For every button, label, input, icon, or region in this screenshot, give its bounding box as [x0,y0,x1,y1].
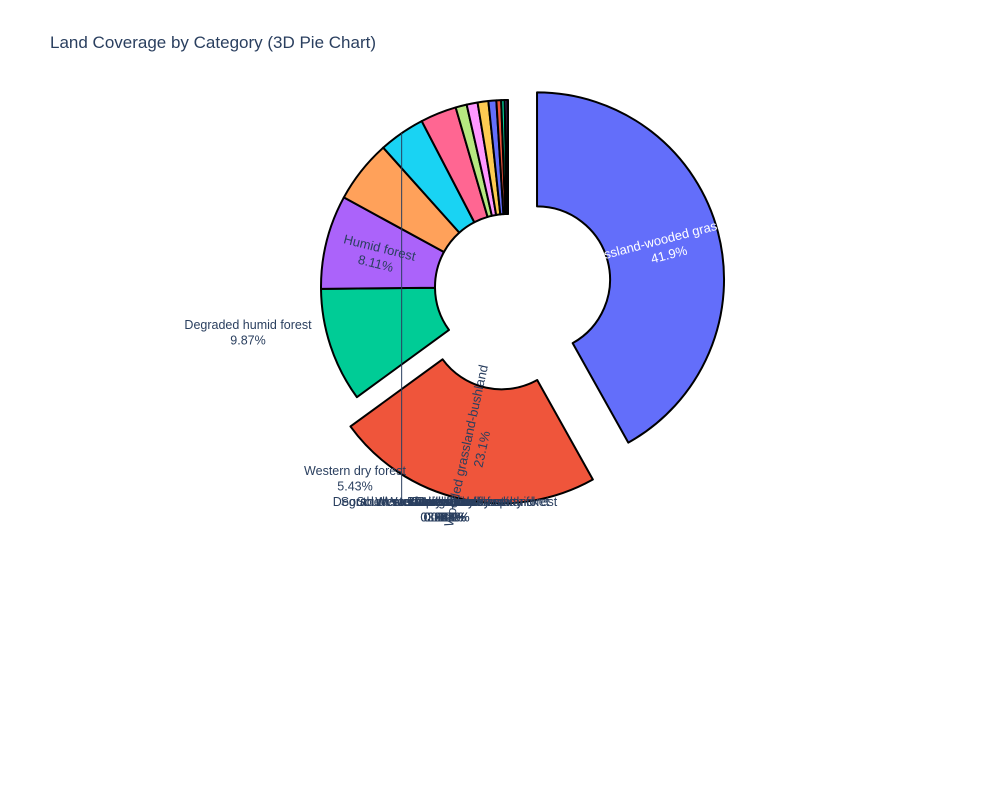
label-degraded-humid-forest: Degraded humid forest 9.87% [184,318,312,348]
label-degraded-south-western-dry-spiny-forest: Degraded south western dry spiny forest 0… [333,495,558,525]
label-cultivation: Cultivation 3.99% [416,495,474,525]
slice-wooded-grassland-bushland[interactable] [349,358,594,505]
label-western-dry-forest: Western dry forest 5.43% [304,464,406,494]
leader-lines [401,133,480,506]
label-bare-soil-rock: Bare soil/rock 0.966% [407,495,483,525]
label-wetlands: Wetlands 0.945% [419,495,471,525]
label-mangroves: Mangroves 0.412% [414,495,476,525]
label-south-western-coastal-bushland: South western coastal bushland 0.302% [356,495,533,525]
chart-title: Land Coverage by Category (3D Pie Chart) [50,33,376,52]
label-tapia-forest: Tapia forest 0.221% [413,495,478,525]
leader-cultivation [401,133,480,506]
label-western-humid-forest: Western humid forest 0.0101% [386,495,505,525]
label-littoral-forest: Littoral forest 0.0503% [409,495,482,525]
pie-slices [320,91,726,505]
label-western-sub-humid-fores: Western sub-humid fores 0.684% [375,495,514,525]
label-south-western-dry-spiny-forest-thicket: South western dry spiny forest-thicket 3.… [341,495,550,525]
slice-plateau-grassland-wooded-grassland-mosaic[interactable] [536,91,726,444]
